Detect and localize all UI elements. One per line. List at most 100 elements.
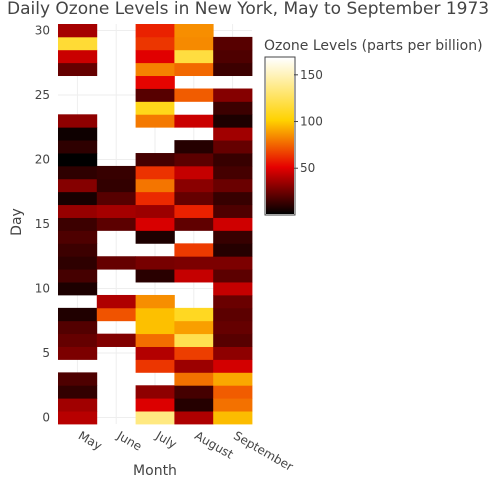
heatmap-cell <box>174 269 214 283</box>
heatmap-cell <box>58 230 98 244</box>
heatmap-cell <box>58 385 98 399</box>
heatmap-cell <box>58 127 98 141</box>
heatmap-cell <box>213 36 253 51</box>
heatmap-cell <box>135 49 175 64</box>
heatmap-cell <box>58 411 98 425</box>
heatmap-cell <box>135 333 175 347</box>
heatmap-cell <box>174 165 214 180</box>
colorbar-tick-label: 150 <box>300 68 323 82</box>
heatmap-cell <box>213 243 253 257</box>
heatmap-cell <box>174 178 214 193</box>
heatmap-cell <box>135 398 175 412</box>
heatmap-cell <box>58 217 98 231</box>
heatmap-cell <box>174 24 214 38</box>
heatmap-cell <box>174 346 214 360</box>
heatmap-cell <box>135 165 175 180</box>
heatmap-cell <box>58 36 98 51</box>
heatmap-cell <box>58 191 98 206</box>
y-tick-label: 25 <box>35 88 50 102</box>
x-tick-label: July <box>153 428 180 451</box>
heatmap-cell <box>174 204 214 218</box>
heatmap-cell <box>58 282 98 296</box>
heatmap-cell <box>174 191 214 206</box>
y-axis-ticks: 0 5 10 15 20 25 30 <box>35 23 50 424</box>
colorbar-tick-label: 50 <box>300 161 315 175</box>
heatmap-cell <box>135 101 175 115</box>
heatmap-cell <box>174 114 214 128</box>
heatmap-cell <box>213 191 253 206</box>
heatmap-cell <box>213 411 253 425</box>
heatmap-cell <box>135 62 175 77</box>
heatmap-cell <box>135 36 175 51</box>
heatmap-cell <box>135 359 175 373</box>
heatmap-cell <box>135 153 175 167</box>
colorbar-ticks: 50 100 150 <box>294 68 323 175</box>
y-tick-label: 5 <box>42 346 50 360</box>
heatmap-cell <box>213 230 253 244</box>
heatmap-cell <box>174 359 214 373</box>
colorbar-tick-label: 100 <box>300 115 323 129</box>
heatmap-cell <box>213 269 253 283</box>
heatmap-cells <box>58 24 253 425</box>
heatmap-cell <box>174 217 214 231</box>
heatmap-cell <box>213 320 253 335</box>
heatmap-cell <box>213 307 253 322</box>
heatmap-cell <box>174 333 214 347</box>
heatmap-cell <box>58 346 98 360</box>
heatmap-cell <box>96 294 136 309</box>
heatmap-cell <box>213 256 253 270</box>
heatmap-cell <box>58 62 98 77</box>
heatmap-cell <box>174 62 214 77</box>
x-axis-title: Month <box>133 463 177 479</box>
heatmap-cell <box>213 385 253 399</box>
heatmap-cell <box>58 372 98 386</box>
colorbar-gradient <box>266 58 294 214</box>
heatmap-cell <box>174 320 214 335</box>
y-tick-label: 15 <box>35 217 50 231</box>
heatmap-cell <box>96 333 136 347</box>
heatmap-cell <box>213 62 253 77</box>
heatmap-cell <box>213 372 253 386</box>
heatmap-cell <box>213 165 253 180</box>
heatmap-cell <box>135 217 175 231</box>
heatmap-cell <box>58 269 98 283</box>
heatmap-cell <box>58 243 98 257</box>
heatmap-cell <box>213 88 253 102</box>
colorbar-title: Ozone Levels (parts per billion) <box>264 38 483 54</box>
heatmap-cell <box>58 114 98 128</box>
heatmap-cell <box>96 217 136 231</box>
heatmap-cell <box>174 140 214 154</box>
heatmap-cell <box>58 398 98 412</box>
heatmap-cell <box>58 24 98 38</box>
heatmap-cell <box>213 153 253 167</box>
y-tick-label: 0 <box>42 411 50 425</box>
heatmap-cell <box>174 372 214 386</box>
heatmap-cell <box>135 230 175 244</box>
heatmap-cell <box>58 140 98 154</box>
heatmap-cell <box>174 256 214 270</box>
heatmap-cell <box>174 398 214 412</box>
heatmap-cell <box>58 307 98 322</box>
heatmap-cell <box>58 204 98 218</box>
heatmap-cell <box>213 282 253 296</box>
heatmap-cell <box>213 49 253 64</box>
heatmap-cell <box>213 114 253 128</box>
heatmap-cell <box>213 140 253 154</box>
heatmap-cell <box>213 359 253 373</box>
heatmap-cell <box>174 243 214 257</box>
y-tick-label: 20 <box>35 152 50 166</box>
heatmap-cell <box>135 320 175 335</box>
heatmap-cell <box>174 49 214 64</box>
heatmap-cell <box>96 256 136 270</box>
heatmap-cell <box>135 114 175 128</box>
x-tick-label: September <box>231 428 295 473</box>
heatmap-cell <box>135 75 175 89</box>
heatmap-cell <box>58 178 98 193</box>
heatmap-cell <box>58 49 98 64</box>
y-axis-title: Day <box>9 208 25 236</box>
heatmap-cell <box>96 178 136 193</box>
heatmap-cell <box>135 294 175 309</box>
heatmap-cell <box>213 101 253 115</box>
